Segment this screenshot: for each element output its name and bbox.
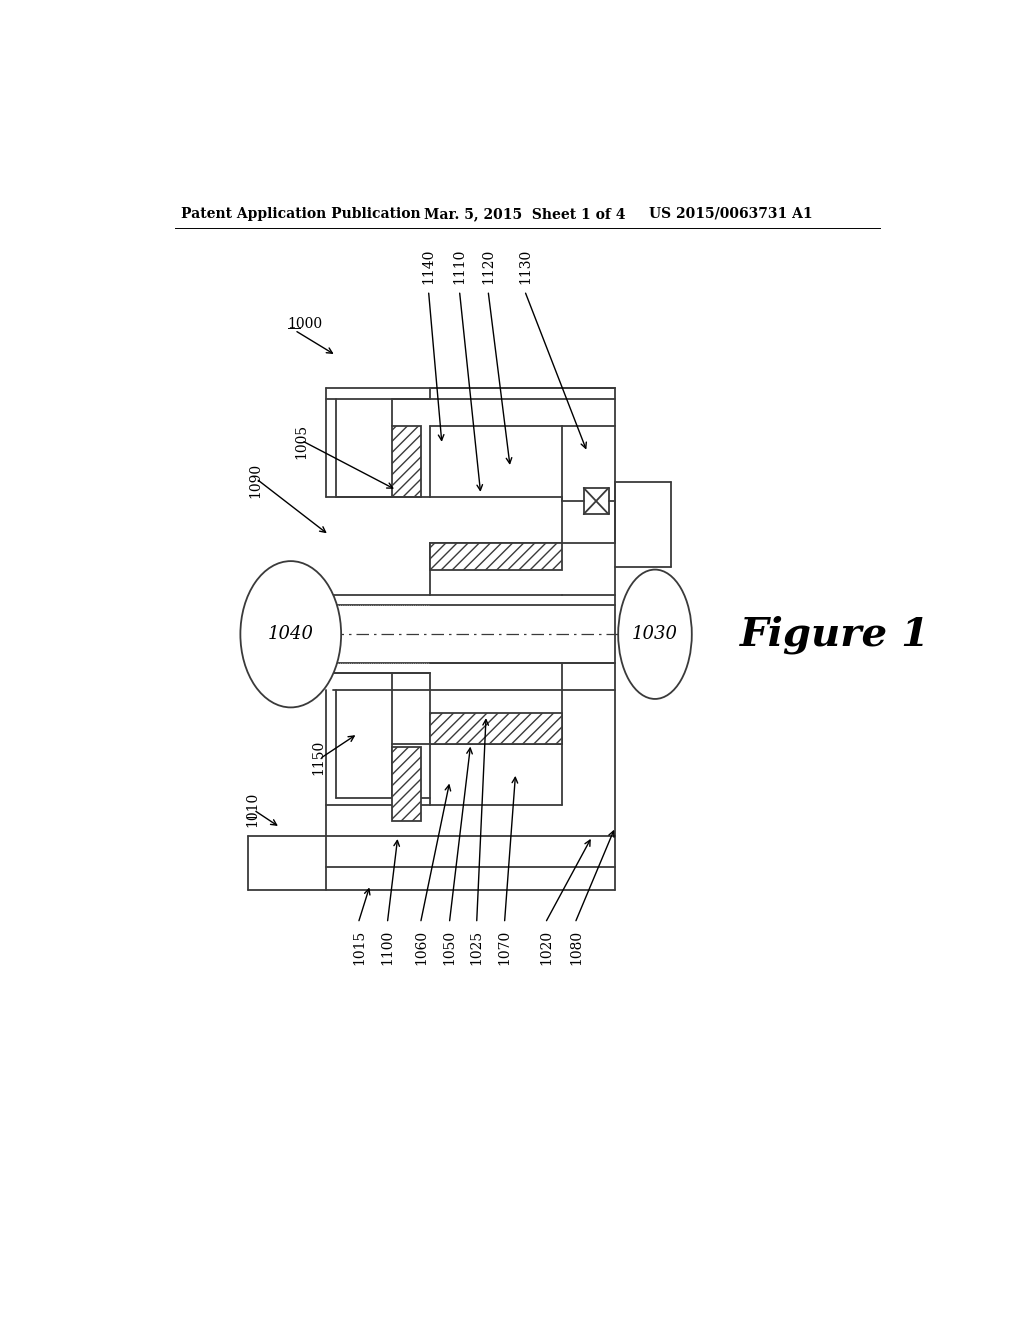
Text: 1000: 1000	[287, 317, 322, 331]
Text: 1050: 1050	[442, 929, 457, 965]
Text: 1100: 1100	[381, 929, 394, 965]
Text: 1070: 1070	[498, 929, 512, 965]
Text: 1005: 1005	[295, 424, 308, 459]
Text: 1025: 1025	[470, 929, 483, 965]
Text: Patent Application Publication: Patent Application Publication	[180, 207, 420, 220]
Text: 1040: 1040	[267, 626, 313, 643]
Text: 1030: 1030	[632, 626, 678, 643]
Text: 1110: 1110	[453, 248, 467, 284]
Text: 1090: 1090	[248, 463, 262, 498]
Text: 1080: 1080	[569, 929, 583, 965]
Text: 1150: 1150	[311, 739, 326, 775]
Text: 1140: 1140	[422, 248, 435, 284]
Text: 1060: 1060	[414, 929, 428, 965]
Text: 1020: 1020	[540, 929, 554, 965]
Bar	[391, 425, 421, 498]
Bar	[430, 544, 562, 570]
Text: US 2015/0063731 A1: US 2015/0063731 A1	[649, 207, 812, 220]
Text: 1120: 1120	[481, 248, 496, 284]
Ellipse shape	[618, 570, 692, 700]
Text: Mar. 5, 2015  Sheet 1 of 4: Mar. 5, 2015 Sheet 1 of 4	[424, 207, 626, 220]
Text: 1010: 1010	[246, 792, 260, 826]
Bar	[391, 747, 421, 821]
Text: Figure 1: Figure 1	[740, 615, 931, 653]
Text: 1130: 1130	[518, 248, 532, 284]
Ellipse shape	[241, 561, 341, 708]
Text: 1015: 1015	[352, 929, 366, 965]
Bar	[430, 713, 562, 743]
